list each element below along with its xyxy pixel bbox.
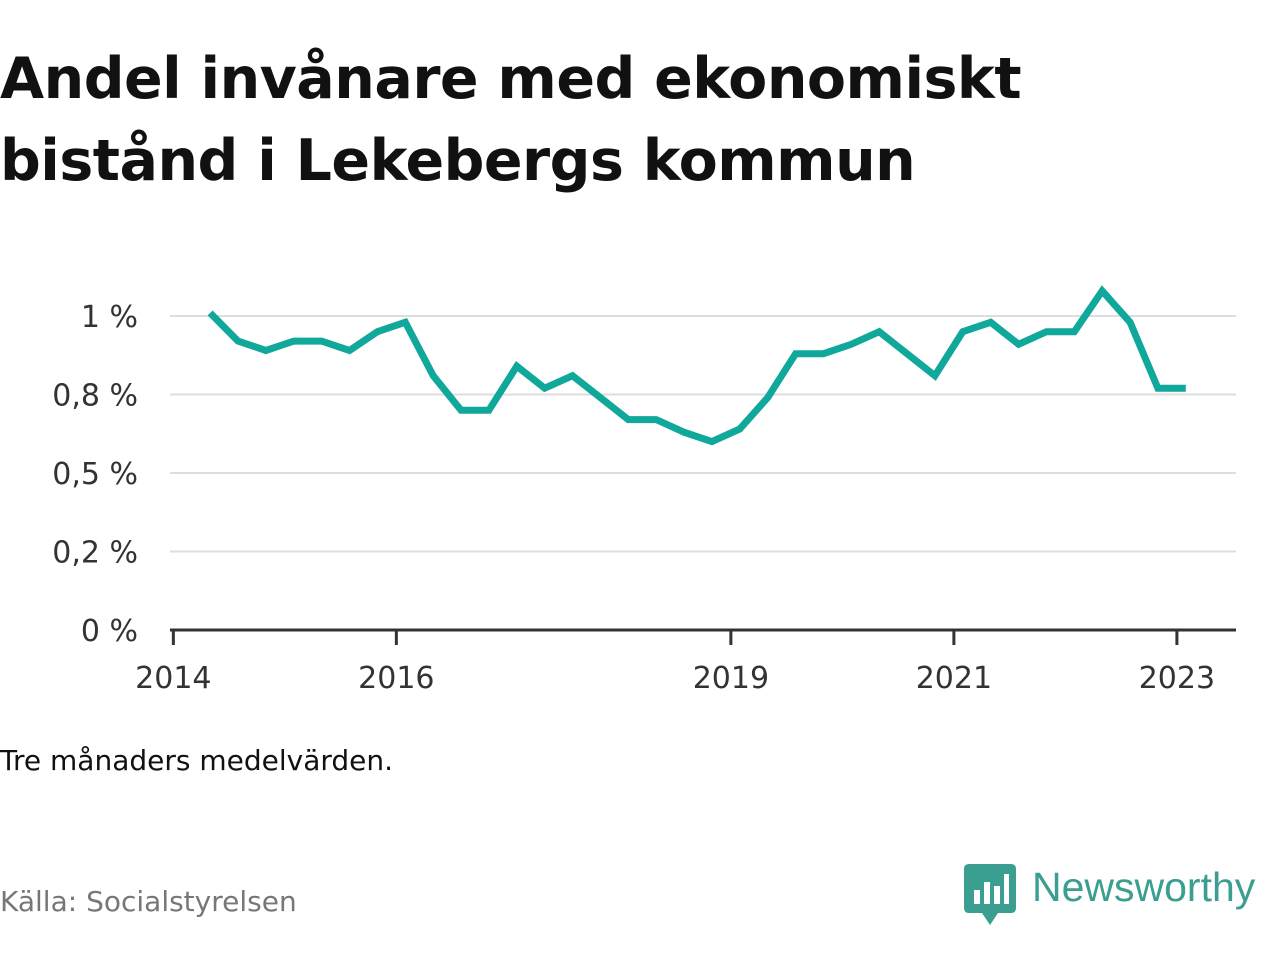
y-tick-label: 0,8 %	[52, 379, 138, 414]
line-chart: 0 %0,2 %0,5 %0,8 %1 % 2014 2016 2019 2021 20…	[52, 285, 1236, 696]
x-tick-label: 2014	[135, 661, 211, 696]
y-axis-tick-labels: 0 % 0,2 % 0,5 % 0,8 % 1 %	[52, 300, 138, 649]
x-tick-label: 2023	[1139, 661, 1215, 696]
source-credit: Källa: Socialstyrelsen	[0, 885, 297, 918]
x-axis-ticks: 2014 2016 2019 2021 2023	[135, 630, 1215, 696]
newsworthy-brand: Newsworthy	[962, 862, 1272, 926]
y-tick-label: 0,5 %	[52, 457, 138, 492]
chart-note: Tre månaders medelvärden.	[0, 744, 394, 777]
x-tick-label: 2016	[358, 661, 434, 696]
x-tick-label: 2021	[916, 661, 992, 696]
series-line	[207, 285, 1186, 446]
series-layer	[207, 285, 1186, 446]
chart-title: Andel invånare med ekonomiskt bistånd i …	[0, 46, 1022, 194]
y-tick-label: 0 %	[81, 614, 138, 649]
y-tick-label: 0,2 %	[52, 536, 138, 571]
gridlines	[170, 315, 1236, 553]
y-tick-label: 1 %	[81, 300, 138, 335]
x-tick-label: 2019	[693, 661, 769, 696]
newsworthy-logo-icon	[964, 864, 1016, 925]
brand-name: Newsworthy	[1032, 864, 1256, 910]
